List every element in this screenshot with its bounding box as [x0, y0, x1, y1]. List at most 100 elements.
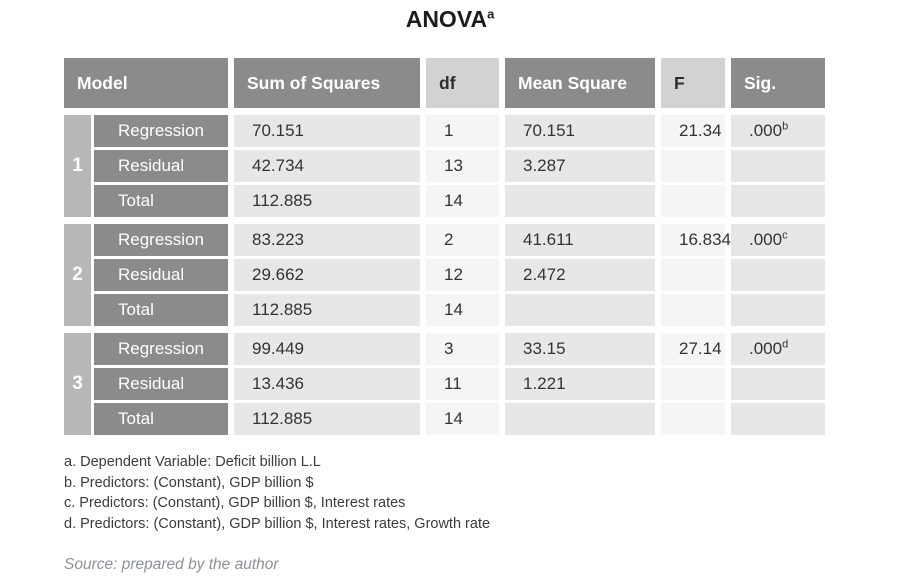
cell-mean-square: 1.221	[505, 368, 655, 400]
cell-sig: .000d	[731, 333, 825, 365]
cell-mean-square: 3.287	[505, 150, 655, 182]
column-df: 3 11 14	[426, 333, 499, 435]
cell-mean-square: 33.15	[505, 333, 655, 365]
cell-sum-of-squares: 70.151	[234, 115, 420, 147]
column-mean-square: 70.151 3.287	[505, 115, 655, 217]
column-sig: .000b	[731, 115, 825, 217]
cell-df: 14	[426, 294, 499, 326]
cell-f: 16.834	[661, 224, 731, 256]
cell-f	[661, 185, 725, 217]
model-number: 2	[64, 224, 91, 326]
cell-f	[661, 150, 725, 182]
cell-sum-of-squares: 13.436	[234, 368, 420, 400]
row-label: Total	[94, 294, 228, 326]
cell-mean-square	[505, 294, 655, 326]
cell-sum-of-squares: 112.885	[234, 294, 420, 326]
table-footnote: b. Predictors: (Constant), GDP billion $	[64, 474, 314, 491]
column-f: 21.34	[661, 115, 725, 217]
cell-df: 1	[426, 115, 499, 147]
table-footnote: d. Predictors: (Constant), GDP billion $…	[64, 515, 491, 532]
column-header-sum-of-squares: Sum of Squares	[234, 58, 420, 108]
column-header-model: Model	[64, 58, 228, 108]
cell-df: 2	[426, 224, 499, 256]
row-label: Residual	[94, 150, 228, 182]
sig-superscript: d	[782, 338, 789, 351]
cell-df: 12	[426, 259, 499, 291]
model-number: 3	[64, 333, 91, 435]
column-mean-square: 41.611 2.472	[505, 224, 655, 326]
table-footnotes: a. Dependent Variable: Deficit billion L…	[64, 452, 490, 534]
cell-sum-of-squares: 83.223	[234, 224, 420, 256]
table-footnote: c. Predictors: (Constant), GDP billion $…	[64, 495, 406, 511]
cell-sig	[731, 403, 825, 435]
model-group-1: 1 Regression Residual Total	[64, 115, 228, 217]
cell-sum-of-squares: 99.449	[234, 333, 420, 365]
cell-sig: .000c	[731, 224, 825, 256]
cell-sig: .000b	[731, 115, 825, 147]
table-title-superscript: a	[487, 6, 495, 22]
row-labels: Regression Residual Total	[94, 224, 228, 326]
sig-superscript: c	[782, 229, 788, 242]
row-label: Total	[94, 403, 228, 435]
cell-sig	[731, 185, 825, 217]
table-header-row: Model Sum of Squares df Mean Square F Sig.	[64, 58, 825, 108]
column-header-f: F	[661, 58, 725, 108]
cell-f	[661, 294, 725, 326]
row-label: Regression	[94, 224, 228, 256]
model-block-3: 3 Regression Residual Total 99.449 13.436 112.…	[64, 333, 825, 435]
cell-sig	[731, 368, 825, 400]
table-title: ANOVAa	[0, 6, 900, 33]
column-df: 1 13 14	[426, 115, 499, 217]
row-label: Total	[94, 185, 228, 217]
model-group-3: 3 Regression Residual Total	[64, 333, 228, 435]
cell-df: 3	[426, 333, 499, 365]
row-labels: Regression Residual Total	[94, 333, 228, 435]
model-group-2: 2 Regression Residual Total	[64, 224, 228, 326]
column-f: 27.14	[661, 333, 725, 435]
row-labels: Regression Residual Total	[94, 115, 228, 217]
sig-superscript: b	[782, 120, 789, 133]
cell-mean-square	[505, 185, 655, 217]
cell-df: 13	[426, 150, 499, 182]
row-label: Regression	[94, 115, 228, 147]
cell-sig	[731, 150, 825, 182]
column-header-df: df	[426, 58, 499, 108]
column-f: 16.834	[661, 224, 731, 326]
cell-df: 14	[426, 403, 499, 435]
cell-sum-of-squares: 29.662	[234, 259, 420, 291]
column-header-mean-square: Mean Square	[505, 58, 655, 108]
cell-f	[661, 368, 725, 400]
column-mean-square: 33.15 1.221	[505, 333, 655, 435]
row-label: Residual	[94, 259, 228, 291]
column-sig: .000d	[731, 333, 825, 435]
cell-sum-of-squares: 42.734	[234, 150, 420, 182]
row-label: Regression	[94, 333, 228, 365]
cell-f: 27.14	[661, 333, 725, 365]
cell-mean-square: 41.611	[505, 224, 655, 256]
cell-mean-square: 2.472	[505, 259, 655, 291]
cell-f	[661, 259, 725, 291]
cell-sum-of-squares: 112.885	[234, 185, 420, 217]
model-number: 1	[64, 115, 91, 217]
model-block-1: 1 Regression Residual Total 70.151 42.734 112.…	[64, 115, 825, 217]
cell-sig	[731, 294, 825, 326]
cell-mean-square: 70.151	[505, 115, 655, 147]
cell-f: 21.34	[661, 115, 725, 147]
cell-sig	[731, 259, 825, 291]
cell-mean-square	[505, 403, 655, 435]
model-block-2: 2 Regression Residual Total 83.223 29.662 112.…	[64, 224, 825, 326]
table-footnote: a. Dependent Variable: Deficit billion L…	[64, 454, 321, 470]
column-sig: .000c	[731, 224, 825, 326]
cell-df: 14	[426, 185, 499, 217]
column-header-sig: Sig.	[731, 58, 825, 108]
cell-f	[661, 403, 725, 435]
column-df: 2 12 14	[426, 224, 499, 326]
table-title-text: ANOVA	[405, 6, 488, 32]
column-sum-of-squares: 99.449 13.436 112.885	[234, 333, 420, 435]
source-note: Source: prepared by the author	[64, 556, 279, 573]
cell-sum-of-squares: 112.885	[234, 403, 420, 435]
column-sum-of-squares: 83.223 29.662 112.885	[234, 224, 420, 326]
row-label: Residual	[94, 368, 228, 400]
